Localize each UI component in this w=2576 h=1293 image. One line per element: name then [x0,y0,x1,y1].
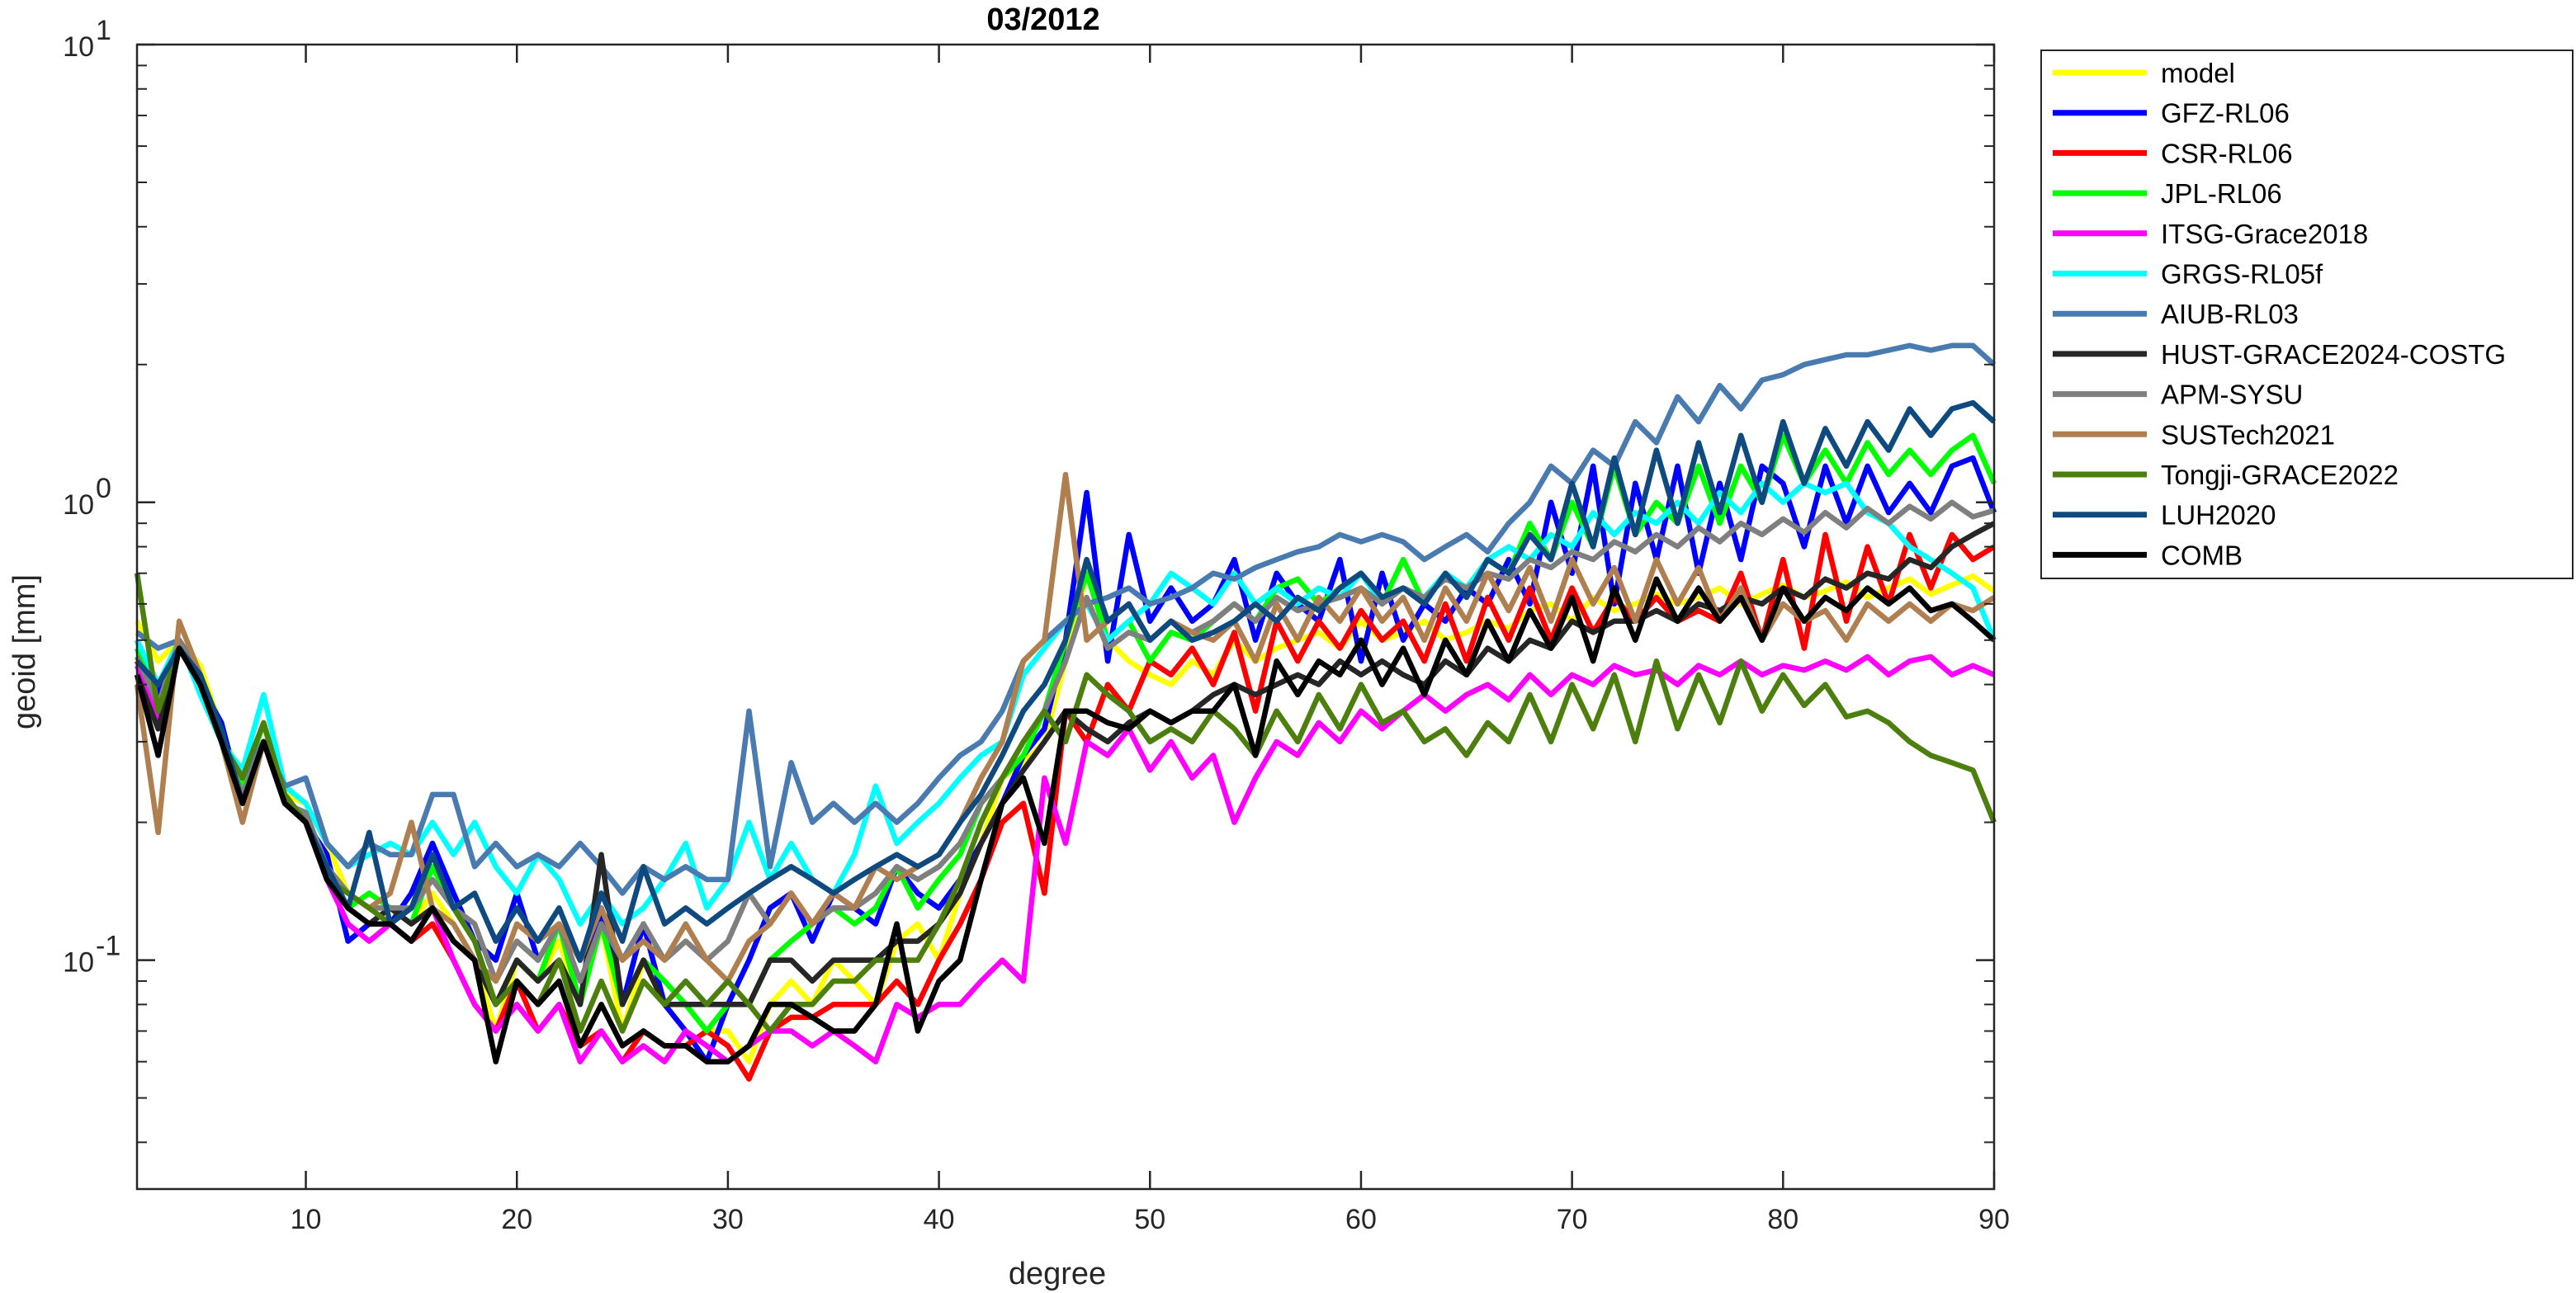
x-tick-label: 70 [1557,1204,1588,1235]
x-tick-label: 90 [1978,1204,2010,1235]
series-line-4 [134,637,1996,1064]
x-tick-label: 50 [1134,1204,1165,1235]
series-line-8 [135,499,1995,984]
legend-label: APM-SYSU [2161,380,2303,410]
legend-label: GFZ-RL06 [2161,98,2290,129]
x-tick-label: 20 [501,1204,532,1235]
x-axis-label: degree [1009,1257,1106,1291]
legend-label: CSR-RL06 [2161,138,2293,168]
y-tick-exponent: 0 [96,473,111,504]
y-tick-label: 10 [63,31,94,63]
y-tick-exponent: 1 [96,15,111,46]
legend-label: HUST-GRACE2024-COSTG [2161,339,2506,370]
x-tick-label: 60 [1345,1204,1377,1235]
series-line-12 [134,576,1997,1064]
series-line-6 [135,342,1997,896]
chart-title: 03/2012 [986,2,1099,37]
legend: model GFZ-RL06 CSR-RL06 JPL-RL06 ITSG-Grace2… [2040,50,2574,579]
y-tick-label: 10 [63,489,94,521]
legend-label: ITSG-Grace2018 [2161,219,2368,249]
y-tick-base: 10 [63,947,94,979]
plot-frame [135,43,1996,1191]
y-tick-base: 10 [63,31,94,63]
legend-label: JPL-RL06 [2161,178,2282,209]
x-tick-label: 10 [291,1204,322,1235]
legend-label: model [2161,58,2235,88]
y-axis-label: geoid [mm] [7,574,42,729]
series-line-5 [135,480,1997,927]
legend-label: LUH2020 [2161,500,2276,531]
series-line-1 [134,455,1997,1064]
legend-label: COMB [2161,540,2243,570]
legend-label: SUSTech2021 [2161,419,2335,450]
x-tick-label: 80 [1767,1204,1798,1235]
legend-label: AIUB-RL03 [2161,299,2299,329]
x-tick-label: 40 [924,1204,955,1235]
legend-label: Tongji-GRACE2022 [2161,460,2399,490]
y-tick-exponent: -1 [96,931,121,962]
y-tick-base: 10 [63,489,94,521]
y-tick-label: 10 [63,947,94,979]
series-line-9 [134,471,1996,984]
x-tick-label: 30 [712,1204,744,1235]
legend-label: GRGS-RL05f [2161,259,2323,290]
series-lines [134,342,1997,1082]
series-line-11 [135,399,1997,963]
x-axis-ticks: 10 20 30 40 50 60 70 80 90 [291,45,2010,1235]
